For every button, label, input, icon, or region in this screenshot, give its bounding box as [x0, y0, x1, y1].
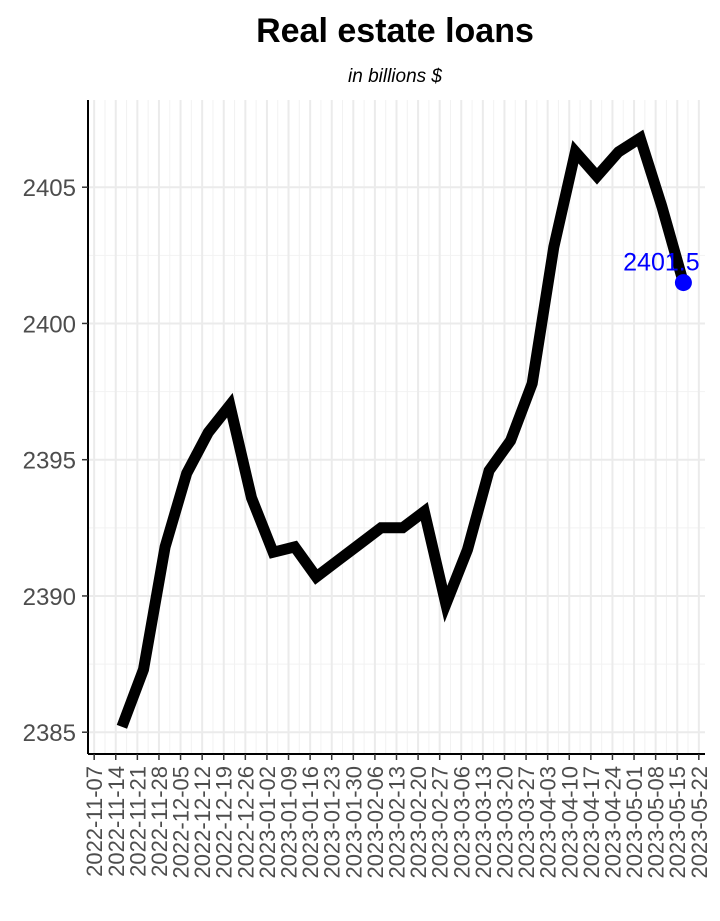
series: 2401.5 — [116, 129, 700, 729]
x-tick-label: 2023-03-06 — [449, 766, 474, 879]
x-tick-label: 2023-04-03 — [536, 766, 561, 879]
x-tick-label: 2022-11-28 — [147, 766, 172, 877]
y-tick-label: 2395 — [23, 448, 76, 475]
x-tick-label: 2023-04-10 — [557, 766, 582, 879]
x-axis: 2022-11-072022-11-142022-11-212022-11-28… — [82, 754, 712, 879]
x-tick-label: 2023-03-20 — [492, 766, 517, 879]
x-tick-label: 2022-12-12 — [190, 766, 215, 879]
x-tick-label: 2022-12-26 — [233, 766, 258, 879]
x-tick-label: 2022-11-07 — [82, 766, 107, 877]
x-tick-label: 2023-04-17 — [579, 766, 604, 879]
x-tick-label: 2023-01-02 — [255, 766, 280, 879]
x-tick-label: 2023-02-06 — [363, 766, 388, 879]
x-tick-label: 2023-03-27 — [514, 766, 539, 879]
chart-subtitle: in billions $ — [348, 66, 442, 87]
x-tick-label: 2022-11-14 — [104, 766, 129, 877]
y-tick-label: 2405 — [23, 175, 76, 202]
x-tick-label: 2023-01-23 — [320, 766, 345, 879]
x-tick-label: 2023-02-13 — [385, 766, 410, 879]
last-point-marker — [674, 274, 692, 292]
x-tick-label: 2023-05-22 — [687, 766, 712, 879]
x-tick-label: 2023-01-30 — [341, 766, 366, 879]
chart-title: Real estate loans — [256, 12, 534, 50]
y-tick-label: 2400 — [23, 311, 76, 338]
x-tick-label: 2022-12-19 — [212, 766, 237, 879]
x-tick-label: 2023-01-09 — [277, 766, 302, 879]
x-tick-label: 2023-05-15 — [665, 766, 690, 879]
x-tick-label: 2023-01-16 — [298, 766, 323, 879]
last-point-label: 2401.5 — [623, 249, 699, 277]
grid — [88, 100, 705, 754]
series-line — [116, 129, 689, 729]
x-tick-label: 2023-04-24 — [600, 766, 625, 879]
y-axis: 2385 2390 2395 2400 2405 — [23, 175, 88, 747]
x-tick-label: 2023-05-01 — [622, 766, 647, 879]
x-tick-label: 2023-03-13 — [471, 766, 496, 879]
x-tick-label: 2023-02-27 — [428, 766, 453, 879]
x-tick-label: 2022-12-05 — [169, 766, 194, 879]
y-tick-label: 2390 — [23, 584, 76, 611]
x-tick-label: 2022-11-21 — [125, 766, 150, 877]
y-tick-label: 2385 — [23, 720, 76, 747]
x-tick-label: 2023-05-08 — [644, 766, 669, 879]
x-tick-label: 2023-02-20 — [406, 766, 431, 879]
